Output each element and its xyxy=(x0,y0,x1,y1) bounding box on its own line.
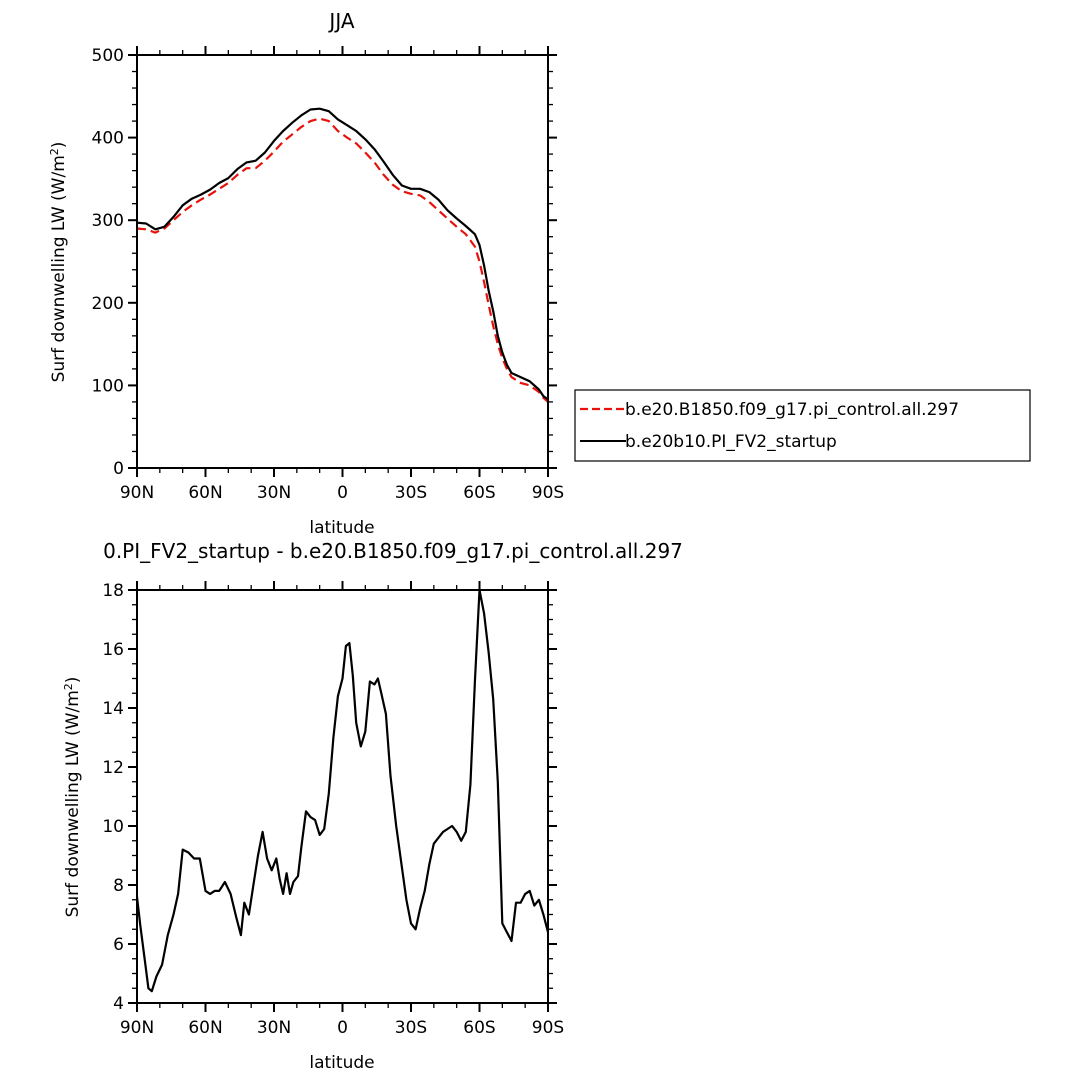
bottom-y-tick-label: 8 xyxy=(113,876,124,896)
top-x-tick-label: 30N xyxy=(257,483,291,503)
panel-bottom-difference: 0.PI_FV2_startup - b.e20.B1850.f09_g17.p… xyxy=(62,539,683,1073)
bottom-x-tick-label: 60S xyxy=(463,1018,495,1038)
top-x-tick-label: 30S xyxy=(395,483,427,503)
top-x-tick-label: 60S xyxy=(463,483,495,503)
bottom-y-tick-label: 12 xyxy=(102,758,124,778)
bottom-axes-group: 90N 60N 30N 0 30S 60S 90S 4 6 8 10 12 14 16 18 xyxy=(102,581,564,1038)
top-y-tick-label: 100 xyxy=(92,376,124,396)
legend-box xyxy=(574,389,1031,462)
top-y-axis-label-base: Surf downwelling LW (W/m xyxy=(49,155,69,382)
top-series-line-0 xyxy=(136,117,549,403)
top-x-tick-label: 90S xyxy=(532,483,564,503)
bottom-x-tick-label: 30N xyxy=(257,1018,291,1038)
bottom-y-axis-label-end: ) xyxy=(63,677,83,684)
top-axes-group: 90N 60N 30N 0 30S 60S 90S 0 100 200 300 400 500 xyxy=(92,46,564,503)
top-y-tick-label: 500 xyxy=(92,46,124,66)
top-x-tick-label: 0 xyxy=(337,483,348,503)
top-y-axis-label-end: ) xyxy=(49,142,69,149)
bottom-series-group xyxy=(135,588,550,993)
top-plot-frame xyxy=(136,54,549,469)
bottom-x-tick-label: 0 xyxy=(337,1018,348,1038)
top-y-tick-label: 0 xyxy=(113,459,124,479)
bottom-y-tick-label: 10 xyxy=(102,817,124,837)
legend: b.e20.B1850.f09_g17.pi_control.all.297 b… xyxy=(574,389,1031,462)
bottom-plot-frame xyxy=(136,589,549,1004)
bottom-y-tick-label: 4 xyxy=(113,994,124,1014)
bottom-y-axis-label-base: Surf downwelling LW (W/m xyxy=(63,690,83,917)
bottom-x-tick-label: 60N xyxy=(188,1018,222,1038)
bottom-x-tick-label: 30S xyxy=(395,1018,427,1038)
bottom-chart-title: 0.PI_FV2_startup - b.e20.B1850.f09_g17.p… xyxy=(103,539,683,563)
bottom-y-tick-label: 6 xyxy=(113,935,124,955)
top-series-group xyxy=(136,107,549,403)
top-x-axis-label: latitude xyxy=(309,518,374,538)
bottom-y-axis-label: Surf downwelling LW (W/m2) xyxy=(62,677,84,918)
panel-top-jja: JJA 90N 60N 30N 0 30S 60S 90S0100200300400500 … xyxy=(48,9,1031,538)
bottom-series-line-0 xyxy=(135,588,550,993)
bottom-y-axis-label-sup: 2 xyxy=(62,683,75,690)
top-y-tick-label: 300 xyxy=(92,211,124,231)
bottom-y-tick-label: 18 xyxy=(102,581,124,601)
top-y-tick-label: 200 xyxy=(92,294,124,314)
bottom-x-tick-label: 90N xyxy=(120,1018,154,1038)
legend-label-control: b.e20.B1850.f09_g17.pi_control.all.297 xyxy=(625,400,959,420)
top-x-tick-label: 90N xyxy=(120,483,154,503)
top-y-tick-label: 400 xyxy=(92,129,124,149)
top-y-axis-label-sup: 2 xyxy=(48,148,61,155)
bottom-y-tick-label: 16 xyxy=(102,640,124,660)
bottom-y-tick-label: 14 xyxy=(102,699,124,719)
top-series-line-1 xyxy=(136,107,549,401)
bottom-x-tick-label: 90S xyxy=(532,1018,564,1038)
bottom-x-axis-label: latitude xyxy=(309,1053,374,1073)
top-y-axis-label: Surf downwelling LW (W/m2) xyxy=(48,142,70,383)
top-x-tick-label: 60N xyxy=(188,483,222,503)
top-chart-title: JJA xyxy=(327,9,354,33)
legend-label-startup: b.e20b10.PI_FV2_startup xyxy=(625,432,837,452)
